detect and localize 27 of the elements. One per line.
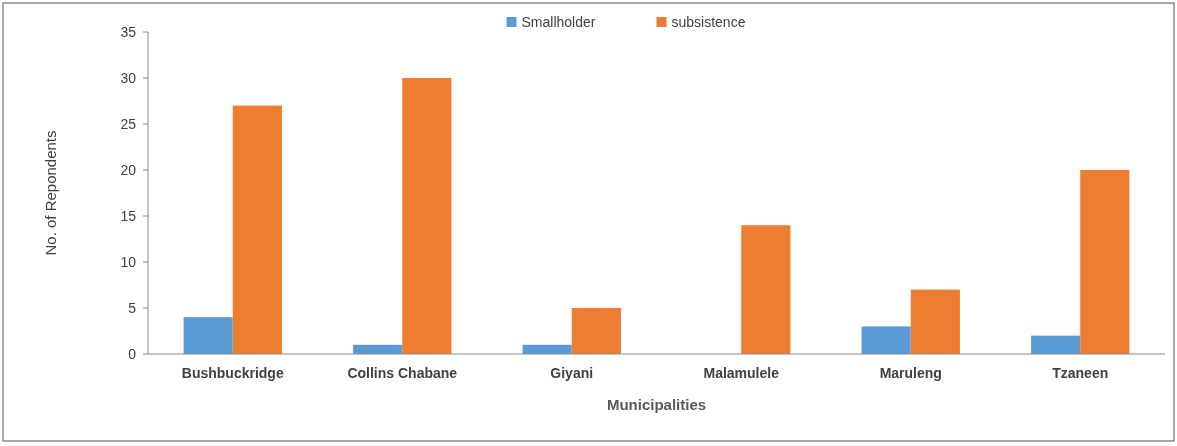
x-axis-title: Municipalities xyxy=(606,396,707,413)
legend-label: subsistence xyxy=(671,13,746,30)
bar xyxy=(741,225,791,354)
x-tick-label: Maruleng xyxy=(879,365,942,381)
x-tick-label: Giyani xyxy=(550,365,594,381)
y-tick-label: 5 xyxy=(128,299,137,316)
y-tick-label: 0 xyxy=(128,345,137,362)
bar xyxy=(232,105,282,354)
bar xyxy=(1031,335,1081,354)
y-tick-label: 30 xyxy=(120,69,137,86)
bar xyxy=(183,317,233,354)
x-tick-label: Tzaneen xyxy=(1052,365,1109,381)
x-tick-label: Collins Chabane xyxy=(347,365,458,381)
x-tick-label: Malamulele xyxy=(703,365,780,381)
y-tick-label: 35 xyxy=(120,23,137,40)
bar xyxy=(402,78,452,354)
bar xyxy=(861,326,911,354)
y-tick-label: 10 xyxy=(120,253,137,270)
bar xyxy=(910,289,960,354)
x-tick-label: Bushbuckridge xyxy=(181,365,284,381)
bar xyxy=(1080,170,1130,354)
y-tick-label: 25 xyxy=(120,115,137,132)
bar xyxy=(571,308,621,354)
y-tick-label: 20 xyxy=(120,161,137,178)
y-axis-title: No. of Repondents xyxy=(42,130,59,256)
y-tick-label: 15 xyxy=(120,207,137,224)
legend-label: Smallholder xyxy=(521,13,596,30)
